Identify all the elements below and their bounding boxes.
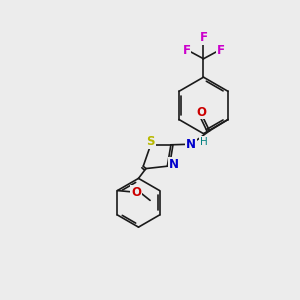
Text: O: O bbox=[131, 186, 141, 199]
Text: S: S bbox=[146, 135, 155, 148]
Text: O: O bbox=[196, 106, 206, 118]
Text: F: F bbox=[183, 44, 190, 57]
Text: H: H bbox=[200, 137, 208, 147]
Text: F: F bbox=[216, 44, 224, 57]
Text: F: F bbox=[200, 31, 208, 44]
Text: N: N bbox=[186, 138, 196, 151]
Text: N: N bbox=[169, 158, 179, 171]
